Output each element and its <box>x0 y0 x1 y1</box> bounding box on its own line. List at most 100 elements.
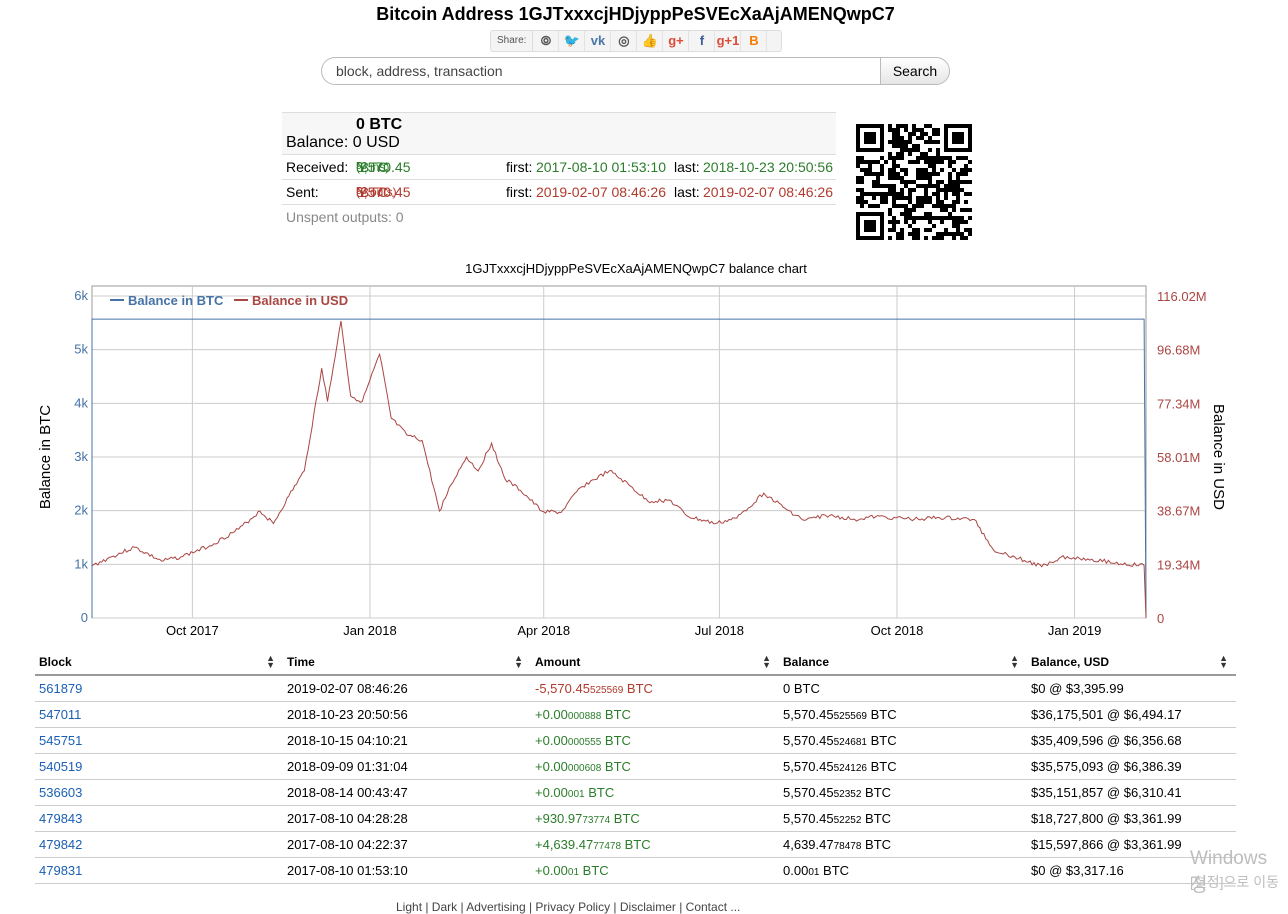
reddit-icon[interactable]: ⦾ <box>533 31 560 51</box>
sent-small: 53 <box>356 186 368 197</box>
unspent-row: Unspent outputs: 0 <box>282 204 836 229</box>
search-input[interactable]: block, address, transaction <box>321 57 894 85</box>
sent-first-label: first: <box>506 184 533 200</box>
received-first-label: first: <box>506 159 533 175</box>
sent-last: 2019-02-07 08:46:26 <box>703 184 833 200</box>
received-label: Received: <box>286 159 349 175</box>
windows-watermark-sub: [설정]으로 이동 <box>1190 874 1279 890</box>
block-link[interactable]: 545751 <box>35 727 283 754</box>
tx-time: 2017-08-10 01:53:10 <box>283 857 531 884</box>
column-header-label: Block <box>39 655 72 669</box>
tx-balance: 4,639.4778478 BTC <box>779 831 1027 858</box>
blogger-icon[interactable]: B <box>741 31 768 51</box>
column-header-amount[interactable]: Amount ▲ ▼ <box>531 650 779 676</box>
sent-outs: (7 outs) <box>356 185 397 199</box>
series-line-usd <box>91 320 1147 619</box>
balance-usd-line: Balance: 0 USD <box>286 134 400 152</box>
received-first: 2017-08-10 01:53:10 <box>536 159 666 175</box>
balance-label: Balance: <box>286 134 349 151</box>
series-line-btc <box>91 318 1147 619</box>
x-tick: Jan 2019 <box>1048 623 1102 638</box>
tx-balance-usd: $0 @ $3,317.16 <box>1027 857 1236 884</box>
tx-amount: +0.0001 BTC <box>531 857 779 884</box>
y-right-tick: 77.34M <box>1157 396 1200 411</box>
block-link[interactable]: 540519 <box>35 753 283 780</box>
table-row: 547011 2018-10-23 20:50:56 +0.00000888 BTC… <box>35 701 1236 728</box>
tx-time: 2018-10-15 04:10:21 <box>283 727 531 754</box>
like-icon[interactable]: 👍 <box>637 31 664 51</box>
tx-balance: 5,570.4552352 BTC <box>779 779 1027 806</box>
tx-balance-usd: $35,151,857 @ $6,310.41 <box>1027 779 1236 806</box>
y-right-tick: 116.02M <box>1157 289 1207 304</box>
balance-row: 0 BTC Balance: 0 USD <box>282 112 836 154</box>
received-last: 2018-10-23 20:50:56 <box>703 159 833 175</box>
googleplus-one-icon[interactable]: g+1 <box>715 31 742 51</box>
weibo-icon[interactable]: ◎ <box>611 31 638 51</box>
search-button[interactable]: Search <box>880 57 950 85</box>
column-header-block[interactable]: Block ▲ ▼ <box>35 650 283 676</box>
address-summary: 0 BTC Balance: 0 USD Received: 5,570.45 5… <box>282 112 836 229</box>
sent-unit: BTC <box>356 184 388 200</box>
column-header-label: Amount <box>535 655 581 669</box>
facebook-icon[interactable]: f <box>689 31 716 51</box>
twitter-icon[interactable]: 🐦 <box>559 31 586 51</box>
footer-links: Light | Dark | Advertising | Privacy Pol… <box>396 900 741 914</box>
tx-time: 2017-08-10 04:28:28 <box>283 805 531 832</box>
table-row: 479842 2017-08-10 04:22:37 +4,639.4777478 … <box>35 831 1236 858</box>
tx-time: 2017-08-10 04:22:37 <box>283 831 531 858</box>
x-tick: Apr 2018 <box>517 623 570 638</box>
block-link[interactable]: 561879 <box>35 675 283 702</box>
sort-icon[interactable]: ▲ ▼ <box>1219 653 1228 670</box>
tx-time: 2018-10-23 20:50:56 <box>283 701 531 728</box>
block-link[interactable]: 547011 <box>35 701 283 728</box>
tx-balance: 5,570.45524681 BTC <box>779 727 1027 754</box>
sort-icon[interactable]: ▲ ▼ <box>266 653 275 670</box>
tx-balance-usd: $0 @ $3,395.99 <box>1027 675 1236 702</box>
share-bar: Share: ⦾ 🐦 vk ◎ 👍 g+ f g+1 B <box>490 30 782 52</box>
received-small: 53 <box>356 161 368 172</box>
table-row: 561879 2019-02-07 08:46:26 -5,570.45525569… <box>35 675 1236 702</box>
y-left-tick: 5k <box>74 342 88 357</box>
tx-time: 2018-08-14 00:43:47 <box>283 779 531 806</box>
sent-first: 2019-02-07 08:46:26 <box>536 184 666 200</box>
column-header-balance[interactable]: Balance ▲ ▼ <box>779 650 1027 676</box>
googleplus-icon[interactable]: g+ <box>663 31 690 51</box>
chart-title: 1GJTxxxcjHDjyppPeSVEcXaAjAMENQwpC7 balan… <box>465 261 807 276</box>
tx-amount: +930.9773774 BTC <box>531 805 779 832</box>
received-last-label: last: <box>674 159 700 175</box>
column-header-balance-usd[interactable]: Balance, USD ▲ ▼ <box>1027 650 1236 676</box>
column-header-time[interactable]: Time ▲ ▼ <box>283 650 531 676</box>
y-right-tick: 58.01M <box>1157 450 1200 465</box>
block-link[interactable]: 479842 <box>35 831 283 858</box>
tx-balance-usd: $35,409,596 @ $6,356.68 <box>1027 727 1236 754</box>
sent-row: Sent: 5,570.45 53 BTC (7 outs) first: 201… <box>282 179 836 204</box>
tx-balance: 5,570.4552252 BTC <box>779 805 1027 832</box>
tx-balance-usd: $36,175,501 @ $6,494.17 <box>1027 701 1236 728</box>
page-title: Bitcoin Address 1GJTxxxcjHDjyppPeSVEcXaA… <box>376 4 895 24</box>
sent-main: 5,570.45 <box>356 184 411 200</box>
tx-balance: 5,570.45524126 BTC <box>779 753 1027 780</box>
tx-amount: -5,570.45525569 BTC <box>531 675 779 702</box>
block-link[interactable]: 479831 <box>35 857 283 884</box>
y-left-tick: 4k <box>74 395 88 410</box>
sort-icon[interactable]: ▲ ▼ <box>1010 653 1019 670</box>
sort-icon[interactable]: ▲ ▼ <box>514 653 523 670</box>
search-form: block, address, transaction Search <box>321 57 950 85</box>
block-link[interactable]: 536603 <box>35 779 283 806</box>
tx-time: 2018-09-09 01:31:04 <box>283 753 531 780</box>
unspent-outputs: Unspent outputs: 0 <box>286 209 404 225</box>
y-left-tick: 0 <box>81 610 88 625</box>
legend-item-usd: Balance in USD <box>252 293 348 308</box>
tx-amount: +0.00001 BTC <box>531 779 779 806</box>
y-right-tick: 19.34M <box>1157 557 1200 572</box>
y-right-tick: 0 <box>1157 611 1164 626</box>
received-unit: BTC <box>356 159 388 175</box>
sort-icon[interactable]: ▲ ▼ <box>762 653 771 670</box>
block-link[interactable]: 479843 <box>35 805 283 832</box>
received-row: Received: 5,570.45 53 BTC (7 ins) first: … <box>282 154 836 179</box>
table-row: 479843 2017-08-10 04:28:28 +930.9773774 BT… <box>35 805 1236 832</box>
tx-balance-usd: $18,727,800 @ $3,361.99 <box>1027 805 1236 832</box>
table-row: 545751 2018-10-15 04:10:21 +0.00000555 BTC… <box>35 727 1236 754</box>
table-row: 540519 2018-09-09 01:31:04 +0.00000608 BTC… <box>35 753 1236 780</box>
vk-icon[interactable]: vk <box>585 31 612 51</box>
